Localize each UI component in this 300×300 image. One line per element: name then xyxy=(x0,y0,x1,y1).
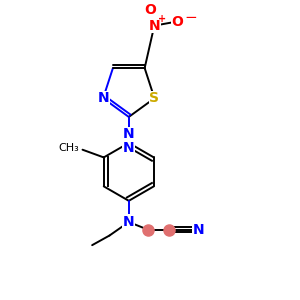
Text: N: N xyxy=(148,19,160,33)
Text: S: S xyxy=(149,91,160,105)
Text: −: − xyxy=(184,11,197,26)
Text: N: N xyxy=(123,215,135,229)
Text: N: N xyxy=(97,91,109,105)
Text: N: N xyxy=(192,223,204,237)
Text: +: + xyxy=(158,14,166,24)
Text: CH₃: CH₃ xyxy=(58,143,79,153)
Text: N: N xyxy=(123,141,135,155)
Text: O: O xyxy=(145,3,156,17)
Text: O: O xyxy=(172,15,183,29)
Text: N: N xyxy=(123,127,135,141)
